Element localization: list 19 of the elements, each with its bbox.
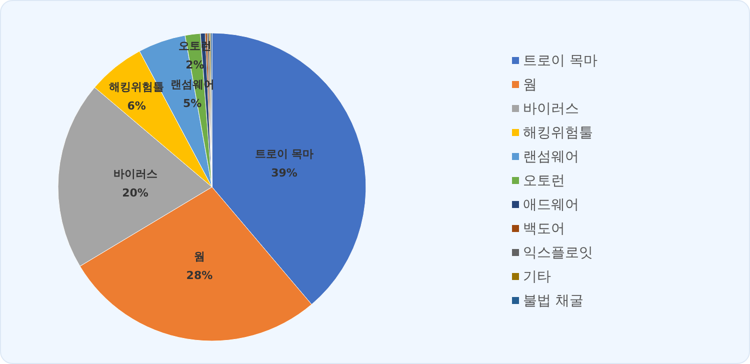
slice-label: 웜 [194, 250, 205, 263]
slice-label: 오토런 [178, 40, 212, 53]
legend-label: 해킹위험툴 [523, 125, 593, 141]
legend-label: 랜섬웨어 [523, 149, 579, 165]
legend-label: 웜 [523, 77, 537, 93]
data-label: 6% [127, 99, 146, 112]
legend-label: 불법 채굴 [523, 293, 584, 309]
data-label: 39% [271, 166, 298, 180]
legend-label: 트로이 목마 [523, 53, 598, 69]
slice-label: 트로이 목마 [254, 147, 314, 160]
legend-label: 애드웨어 [523, 197, 579, 213]
data-label: 28% [186, 268, 213, 282]
data-label: 20% [122, 186, 148, 200]
legend-label: 백도어 [523, 221, 565, 237]
legend-label: 바이러스 [523, 101, 579, 117]
legend-label: 기타 [523, 269, 551, 285]
legend-label: 오토런 [523, 173, 565, 189]
legend-label: 익스플로잇 [523, 245, 593, 261]
slice-label: 바이러스 [113, 168, 158, 181]
